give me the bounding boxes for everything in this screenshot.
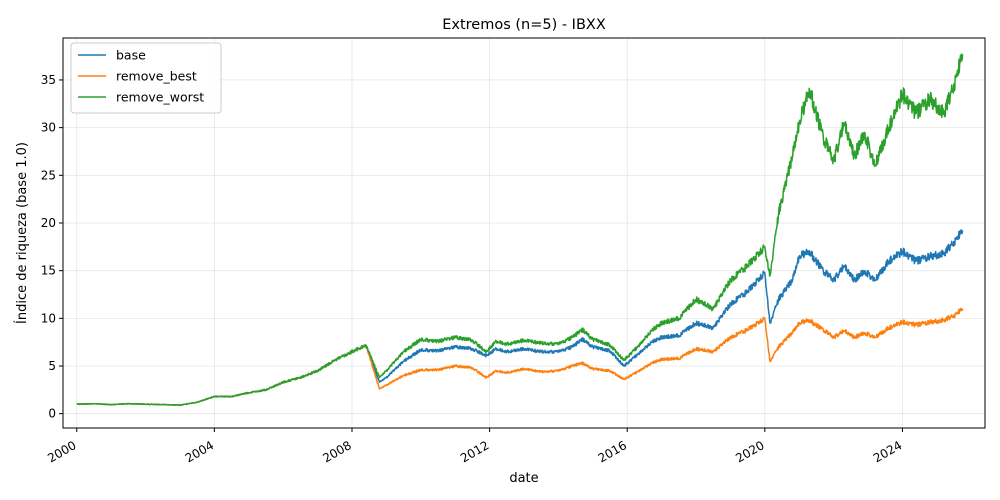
y-tick-label: 30 bbox=[41, 121, 56, 135]
legend-label-remove_worst: remove_worst bbox=[116, 90, 204, 105]
legend: base remove_best remove_worst bbox=[70, 42, 222, 114]
chart-title: Extremos (n=5) - IBXX bbox=[442, 17, 606, 33]
plot-frame bbox=[62, 37, 986, 429]
y-tick-label: 10 bbox=[41, 311, 56, 325]
y-tick-label: 20 bbox=[41, 216, 56, 230]
y-tick-label: 0 bbox=[48, 407, 56, 421]
legend-label-remove_best: remove_best bbox=[116, 69, 197, 84]
y-axis-label: Índice de riqueza (base 1.0) bbox=[14, 142, 30, 324]
grid bbox=[63, 38, 985, 428]
legend-box bbox=[70, 42, 222, 114]
y-tick-label: 15 bbox=[41, 264, 56, 278]
x-axis-label: date bbox=[509, 471, 538, 486]
legend-label-base: base bbox=[116, 48, 146, 63]
series-line-remove_worst bbox=[76, 53, 964, 406]
y-tick-label: 5 bbox=[48, 359, 56, 373]
y-axis: 0 5 10 15 20 25 30 35 bbox=[41, 73, 63, 421]
series-layer bbox=[76, 53, 964, 406]
y-tick-label: 25 bbox=[41, 168, 56, 182]
y-tick-label: 35 bbox=[41, 73, 56, 87]
